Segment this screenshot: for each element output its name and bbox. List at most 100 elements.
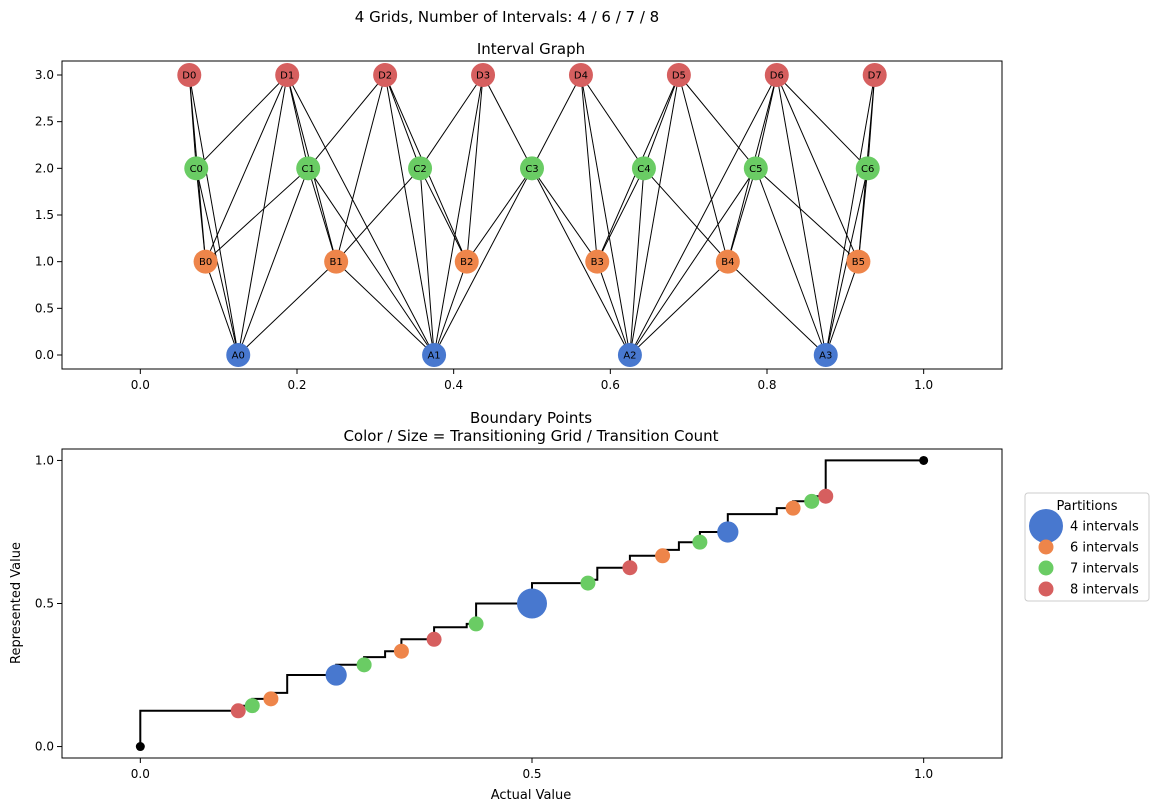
graph-node-label: C5 (749, 164, 762, 175)
graph-node-label: A3 (819, 351, 832, 362)
boundary-point (326, 664, 347, 685)
graph-edge (206, 75, 288, 262)
boundary-points-subtitle: Color / Size = Transitioning Grid / Tran… (343, 427, 718, 445)
y-tick-label: 0.0 (35, 740, 54, 754)
interval-graph-title: Interval Graph (477, 40, 585, 58)
interval-graph-nodes: A0 A1 A2 A3B0 B1 B2 B3 B4 B5C0 C1 C2 C3 C4 C5 C6D0 D1 D2… (177, 63, 886, 367)
y-tick-label: 3.0 (35, 68, 54, 82)
graph-node-label: A0 (232, 351, 245, 362)
legend-title: Partitions (1057, 499, 1118, 514)
legend-label: 7 intervals (1070, 562, 1139, 577)
graph-edge (630, 75, 777, 355)
graph-edge (756, 75, 777, 168)
graph-edge (532, 168, 597, 261)
graph-edge (630, 75, 679, 355)
boundary-point (818, 489, 833, 504)
legend-marker (1029, 509, 1063, 543)
x-tick-label: 0.6 (601, 378, 620, 392)
graph-edge (189, 75, 238, 355)
graph-edge (420, 168, 467, 261)
y-tick-label: 0.0 (35, 348, 54, 362)
graph-edge (434, 75, 483, 355)
graph-node-label: D5 (672, 71, 686, 82)
graph-node-label: C2 (413, 164, 426, 175)
boundary-point (804, 494, 819, 509)
boundary-point (692, 535, 707, 550)
legend-label: 8 intervals (1070, 583, 1139, 598)
x-tick-label: 0.0 (131, 378, 150, 392)
boundary-endpoint (919, 456, 928, 465)
boundary-point (655, 548, 670, 563)
graph-edge (597, 262, 630, 355)
graph-edge (630, 168, 644, 355)
graph-edge (434, 168, 532, 355)
y-tick-label: 2.0 (35, 161, 54, 175)
boundary-points-ticks: 0.0 0.5 1.00.00.51.0 (35, 453, 933, 781)
graph-edge (679, 75, 728, 262)
graph-edge (238, 168, 308, 355)
graph-edge (679, 75, 756, 168)
graph-node-label: D3 (476, 71, 490, 82)
graph-node-label: B3 (591, 257, 604, 268)
graph-edge (206, 262, 239, 355)
graph-edge (308, 168, 336, 261)
legend-marker (1039, 582, 1054, 597)
graph-node-label: D7 (868, 71, 882, 82)
interval-graph-ticks: 0.0 0.2 0.4 0.6 0.8 1.00.00.51.01.52.02.53.0 (35, 68, 933, 392)
boundary-point (517, 589, 547, 619)
graph-edge (581, 75, 630, 355)
y-axis-label: Represented Value (9, 542, 24, 664)
graph-edge (336, 75, 385, 262)
boundary-point-markers (136, 456, 928, 751)
boundary-point (263, 691, 278, 706)
boundary-point (245, 698, 260, 713)
y-tick-label: 0.5 (35, 301, 54, 315)
graph-edge (826, 262, 859, 355)
graph-node-label: D6 (770, 71, 784, 82)
boundary-point (469, 616, 484, 631)
graph-node-label: D0 (182, 71, 196, 82)
boundary-point (717, 521, 738, 542)
x-tick-label: 1.0 (914, 767, 933, 781)
boundary-point (786, 501, 801, 516)
graph-edge (581, 75, 644, 168)
interval-graph-edges (189, 75, 874, 355)
boundary-point (580, 576, 595, 591)
graph-edge (483, 75, 532, 168)
boundary-points-title: Boundary Points (470, 409, 592, 427)
x-tick-label: 0.4 (444, 378, 463, 392)
graph-edge (532, 168, 630, 355)
x-tick-label: 0.8 (757, 378, 776, 392)
boundary-point (231, 703, 246, 718)
x-tick-label: 1.0 (914, 378, 933, 392)
graph-edge (868, 75, 875, 168)
legend-marker (1039, 561, 1054, 576)
graph-edge (826, 75, 875, 355)
graph-node-label: D4 (574, 71, 588, 82)
x-tick-label: 0.0 (131, 767, 150, 781)
graph-edge (385, 75, 434, 355)
x-tick-label: 0.5 (522, 767, 541, 781)
graph-edge (467, 75, 483, 262)
graph-edge (777, 75, 859, 262)
graph-edge (728, 168, 756, 261)
graph-edge (467, 168, 532, 261)
y-tick-label: 1.5 (35, 208, 54, 222)
boundary-point (357, 657, 372, 672)
boundary-points-panel: Boundary Points Color / Size = Transitio… (9, 409, 1149, 803)
graph-node-label: C0 (190, 164, 203, 175)
graph-edge (287, 75, 308, 168)
graph-edge (630, 262, 728, 355)
legend-items: 4 intervals 6 intervals 7 intervals 8 inter… (1029, 509, 1139, 598)
graph-edge (420, 168, 434, 355)
graph-edge (238, 262, 336, 355)
figure-suptitle: 4 Grids, Number of Intervals: 4 / 6 / 7 … (355, 8, 659, 26)
graph-node-label: B1 (330, 257, 343, 268)
graph-node-label: B0 (199, 257, 212, 268)
graph-edge (287, 75, 434, 355)
graph-node-label: C6 (861, 164, 874, 175)
boundary-endpoint (136, 742, 145, 751)
graph-node-label: A1 (427, 351, 440, 362)
graph-node-label: C4 (637, 164, 650, 175)
graph-edge (532, 75, 581, 168)
